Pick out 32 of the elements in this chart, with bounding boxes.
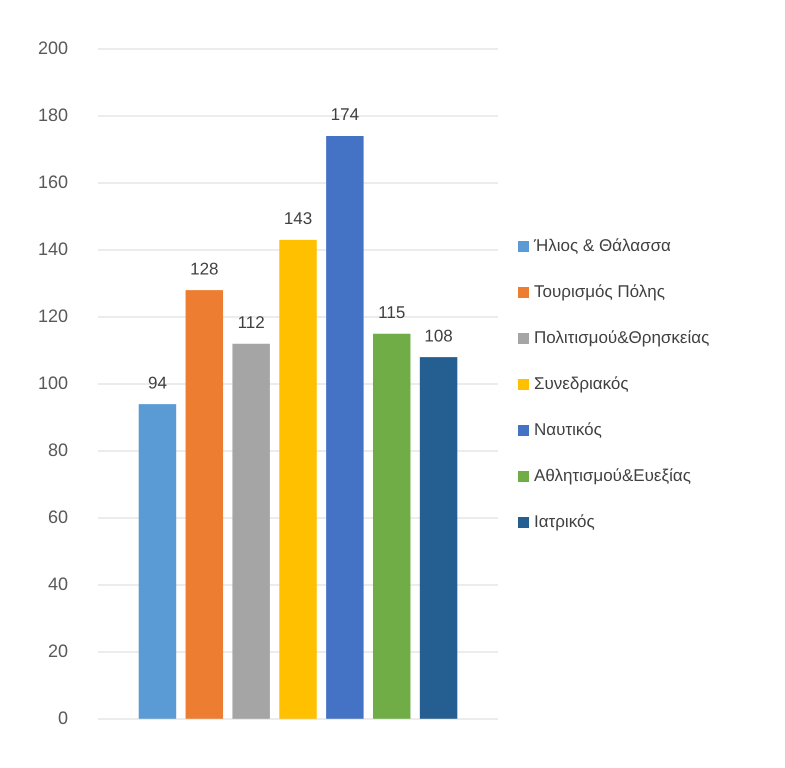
y-tick-label: 60 [48, 507, 68, 528]
data-label: 115 [378, 302, 406, 322]
y-tick-label: 120 [38, 306, 68, 326]
bar [232, 344, 270, 719]
data-label: 128 [190, 259, 218, 278]
data-label: 94 [148, 373, 167, 392]
legend-label: Ιατρικός [534, 512, 595, 532]
y-tick-label: 200 [38, 38, 68, 58]
y-tick-label: 180 [38, 104, 68, 125]
y-tick-label: 40 [48, 574, 68, 594]
legend-label: Πολιτισμού&Θρησκείας [534, 328, 710, 348]
legend-label: Ναυτικός [534, 420, 602, 440]
data-label: 174 [330, 105, 360, 124]
bar [420, 357, 458, 719]
bar [326, 136, 364, 719]
legend-label: Τουρισμός Πόλης [534, 282, 665, 302]
legend-label: Συνεδριακός [534, 374, 629, 394]
data-label: 108 [424, 326, 453, 346]
y-tick-label: 160 [38, 172, 68, 192]
y-tick-label: 20 [48, 641, 68, 662]
legend-label: Αθλητισμού&Ευεξίας [534, 466, 691, 486]
y-tick-label: 0 [58, 708, 68, 728]
y-tick-label: 100 [38, 372, 68, 393]
bar [372, 334, 410, 719]
data-label: 112 [238, 312, 265, 332]
y-tick-label: 80 [48, 440, 68, 460]
data-label: 143 [284, 209, 312, 228]
bar [138, 404, 176, 719]
y-tick-label: 140 [38, 238, 68, 259]
bar [279, 240, 317, 719]
bar [186, 290, 224, 719]
legend-label: Ήλιος & Θάλασσα [534, 236, 671, 256]
